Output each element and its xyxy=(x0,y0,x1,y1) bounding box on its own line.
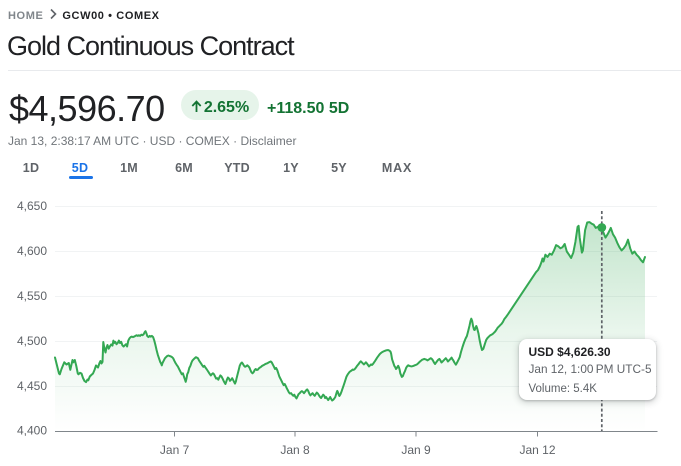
svg-text:4,550: 4,550 xyxy=(17,289,47,303)
svg-text:Jan 7: Jan 7 xyxy=(160,443,190,457)
svg-text:4,400: 4,400 xyxy=(17,424,47,438)
svg-text:4,650: 4,650 xyxy=(17,199,47,213)
svg-text:4,450: 4,450 xyxy=(17,379,47,393)
svg-text:Jan 9: Jan 9 xyxy=(401,443,431,457)
svg-text:Jan 12: Jan 12 xyxy=(519,443,555,457)
svg-text:4,600: 4,600 xyxy=(17,244,47,258)
svg-text:Jan 8: Jan 8 xyxy=(280,443,310,457)
svg-text:4,500: 4,500 xyxy=(17,334,47,348)
